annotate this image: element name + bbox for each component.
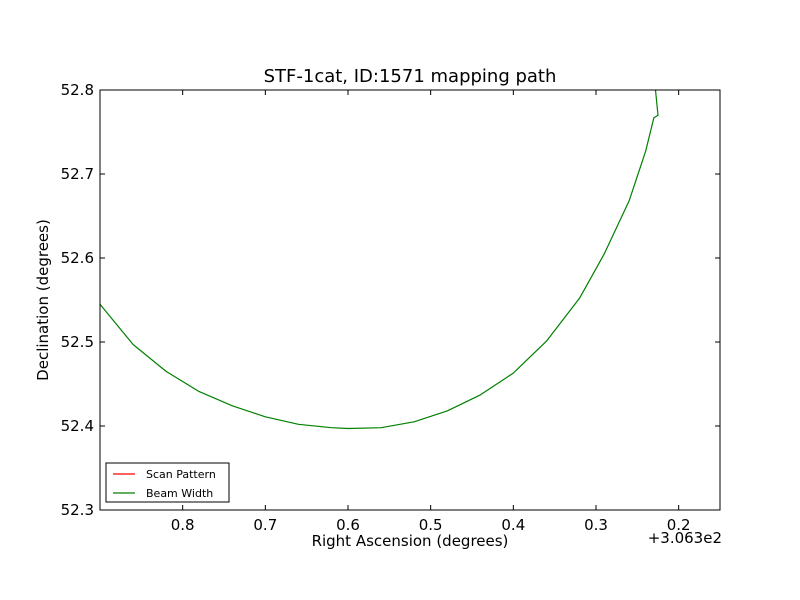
y-axis-label: Declination (degrees) — [34, 219, 52, 381]
plot-area — [100, 90, 720, 510]
legend-box — [105, 462, 230, 503]
y-tick-label: 52.6 — [61, 249, 94, 267]
series-line-beam-width — [99, 89, 659, 430]
x-tick-label: 0.5 — [419, 516, 443, 534]
plot-frame — [99, 89, 721, 511]
plot-lines — [99, 89, 659, 430]
x-tick-label: 0.4 — [501, 516, 525, 534]
y-tick-label: 52.7 — [61, 165, 94, 183]
y-tick-label: 52.4 — [61, 417, 94, 435]
legend-label-scan-pattern: Scan Pattern — [146, 468, 216, 481]
x-tick-label: 0.8 — [171, 516, 195, 534]
x-tick-label: 0.6 — [336, 516, 360, 534]
y-tick-label: 52.5 — [61, 333, 94, 351]
x-tick-label: 0.3 — [584, 516, 608, 534]
chart-title: STF-1cat, ID:1571 mapping path — [264, 66, 557, 87]
axis-ticks: 0.8 0.7 0.6 0.5 0.4 0.3 0.2 52.3 52.4 52.5 52.6 52.… — [61, 81, 720, 534]
x-axis-label: Right Ascension (degrees) — [312, 532, 509, 550]
y-tick-label: 52.8 — [61, 81, 94, 99]
y-tick-label: 52.3 — [61, 501, 94, 519]
legend: Scan Pattern Beam Width — [105, 462, 230, 503]
x-offset-text: +3.063e2 — [648, 529, 722, 547]
x-tick-label: 0.7 — [253, 516, 277, 534]
x-tick-label: 0.2 — [667, 516, 691, 534]
legend-label-beam-width: Beam Width — [146, 487, 213, 500]
